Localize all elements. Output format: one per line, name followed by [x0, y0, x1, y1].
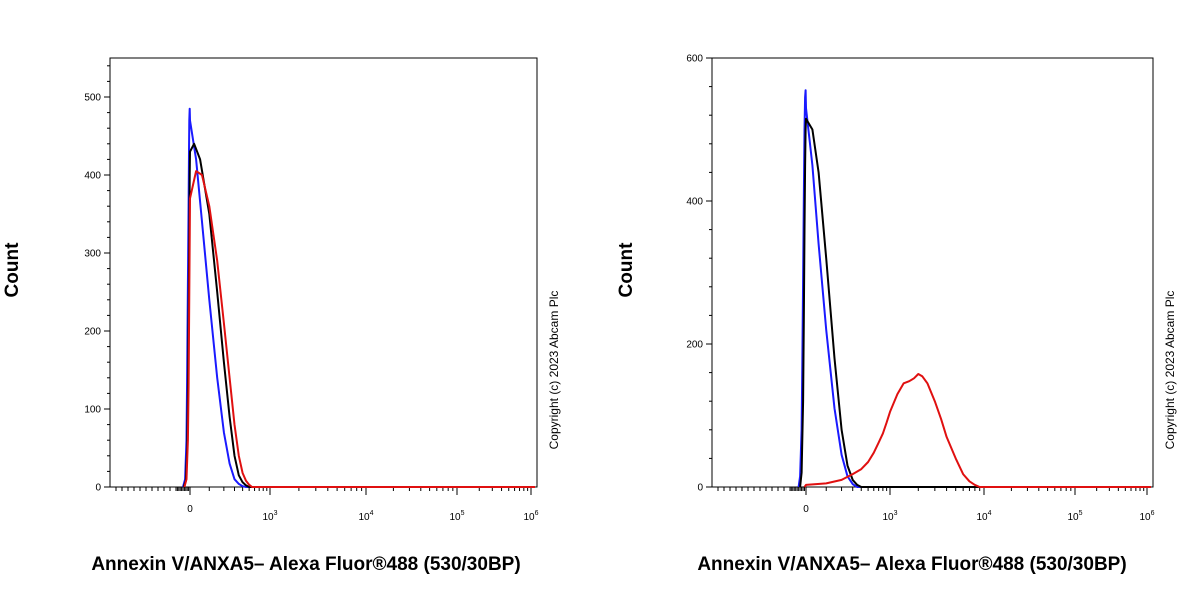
x-tick-label: 105 [1067, 510, 1082, 523]
y-axis-title: Count [616, 242, 637, 298]
histogram-series-1 [799, 117, 1151, 488]
x-tick-label: 103 [882, 510, 897, 523]
y-tick-label: 200 [686, 340, 703, 351]
x-axis-title: Annexin V/ANXA5– Alexa Fluor®488 (530/30… [91, 554, 520, 575]
histogram-panel-right: 0 200 400 600 0 103 104 105 106 Annexin V/ANXA5– … [616, 54, 1177, 576]
y-tick-label: 400 [686, 197, 703, 208]
x-axis-title: Annexin V/ANXA5– Alexa Fluor®488 (530/30… [697, 554, 1126, 575]
x-tick-label: 104 [358, 510, 373, 523]
copyright-text: Copyright (c) 2023 Abcam Plc [547, 291, 561, 450]
plot-frame [109, 57, 538, 488]
y-tick-label: 200 [84, 327, 101, 338]
plot-frame [711, 57, 1154, 488]
x-tick-label: 105 [449, 510, 464, 523]
y-tick-label: 0 [697, 483, 703, 494]
y-tick-label: 100 [84, 405, 101, 416]
x-tick-label: 104 [976, 510, 991, 523]
histogram-series-2 [183, 170, 535, 488]
y-tick-label: 500 [84, 93, 101, 104]
x-tick-label: 106 [523, 510, 538, 523]
histogram-series-2 [803, 373, 1151, 488]
x-tick-label: 103 [262, 510, 277, 523]
x-tick-label: 0 [803, 504, 809, 515]
histogram-panel-left: 0 100 200 300 400 500 0 103 104 105 106 Annexin V/A… [2, 57, 561, 575]
y-tick-label: 300 [84, 249, 101, 260]
x-tick-label: 106 [1139, 510, 1154, 523]
copyright-text: Copyright (c) 2023 Abcam Plc [1163, 291, 1177, 450]
y-tick-label: 400 [84, 171, 101, 182]
histogram-series-0 [797, 89, 1151, 488]
x-tick-label: 0 [187, 504, 193, 515]
y-tick-label: 0 [95, 483, 101, 494]
y-tick-label: 600 [686, 54, 703, 65]
y-axis-title: Count [2, 242, 23, 298]
